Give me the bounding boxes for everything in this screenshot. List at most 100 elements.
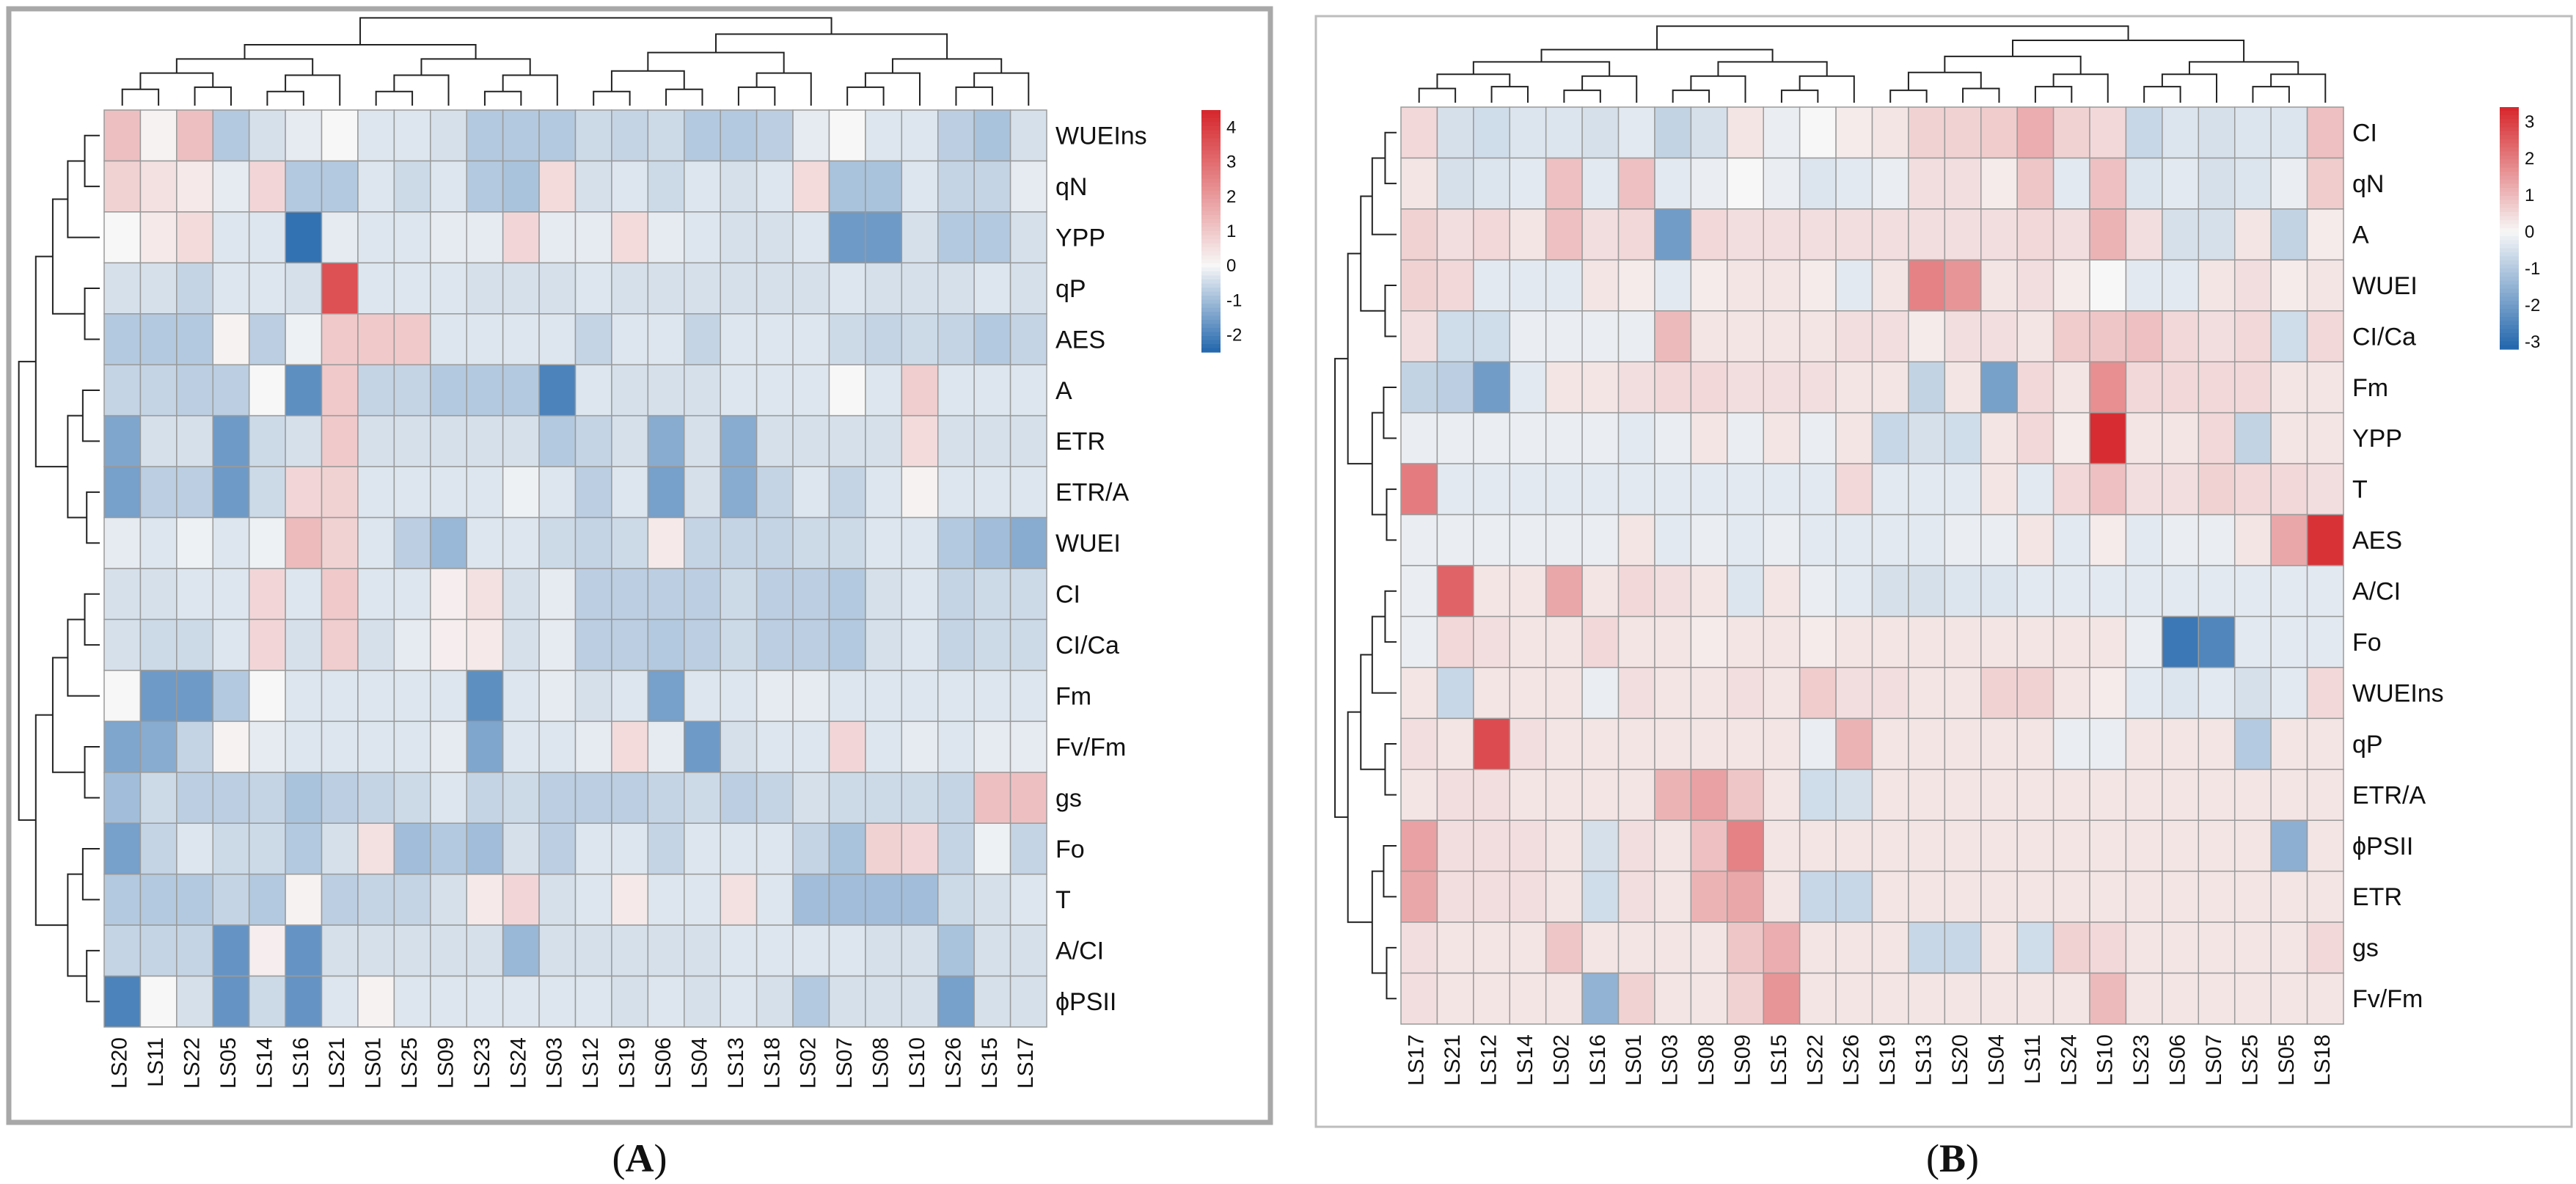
heatmap-b-cell	[1473, 565, 1511, 618]
heatmap-a-cell	[285, 822, 323, 875]
heatmap-b-colorbar-segment	[2500, 147, 2519, 153]
heatmap-b-colorbar-segment	[2500, 240, 2519, 245]
heatmap-a-cell	[647, 364, 685, 417]
heatmap-a-cell	[321, 313, 359, 365]
heatmap-a-row-label: Fo	[1055, 836, 1085, 863]
heatmap-a-cell	[611, 211, 649, 264]
heatmap-a-cell	[466, 313, 504, 365]
heatmap-a-cell	[828, 924, 866, 977]
heatmap-b-cell	[1835, 819, 1873, 872]
heatmap-b-cell	[1690, 412, 1728, 464]
heatmap-b-cell	[2125, 514, 2163, 566]
heatmap-b-cell	[1944, 972, 1982, 1025]
heatmap-a-cell	[502, 364, 540, 417]
heatmap-b-cell	[1908, 667, 1946, 720]
heatmap-b-cell	[1871, 565, 1909, 618]
heatmap-b-cell	[1473, 972, 1511, 1025]
heatmap-a-cell	[212, 466, 250, 519]
heatmap-b-cell	[2052, 514, 2090, 566]
heatmap-b-cell	[1980, 615, 2018, 668]
heatmap-a-cell	[792, 568, 830, 621]
heatmap-b-cell	[2125, 310, 2163, 362]
heatmap-a-cell	[176, 568, 214, 621]
heatmap-a-cell	[973, 670, 1011, 723]
heatmap-a-cell	[466, 924, 504, 977]
heatmap-a-column-dendrogram-link	[139, 72, 214, 89]
heatmap-a-cell	[792, 924, 830, 977]
heatmap-b-column-label: LS07	[2202, 1034, 2226, 1086]
heatmap-b-cell	[2016, 870, 2054, 923]
heatmap-a-cell	[103, 516, 142, 569]
heatmap-a-cell	[321, 516, 359, 569]
heatmap-b-cell	[1400, 157, 1438, 210]
heatmap-b-cell	[1581, 717, 1620, 770]
heatmap-a-cell	[502, 873, 540, 926]
heatmap-b-cell	[1980, 208, 2018, 261]
heatmap-a-cell	[139, 822, 178, 875]
heatmap-b-cell	[1473, 870, 1511, 923]
heatmap-a-colorbar-segment	[1201, 158, 1221, 164]
heatmap-a-cell	[574, 975, 612, 1028]
heatmap-a-row-label: gs	[1055, 784, 1082, 812]
heatmap-b-cell	[2306, 769, 2344, 821]
heatmap-a-cell	[792, 414, 830, 467]
heatmap-a-cell	[430, 262, 467, 315]
heatmap-a-colorbar-tick: 0	[1226, 256, 1236, 276]
heatmap-b-cell	[1654, 361, 1692, 414]
heatmap-a-row-dendrogram-link	[51, 198, 85, 315]
heatmap-b-cell	[1835, 157, 1873, 210]
heatmap-a-cell	[466, 109, 504, 162]
heatmap-a-row-dendrogram-link	[18, 360, 36, 821]
heatmap-a-cell	[574, 618, 612, 671]
heatmap-a-cell	[103, 466, 142, 519]
heatmap-a-cell	[212, 975, 250, 1028]
heatmap-b-cell	[2089, 615, 2127, 668]
heatmap-b-cell	[1908, 615, 1946, 668]
heatmap-a-row-label: Fm	[1055, 682, 1091, 710]
heatmap-b-cell	[1581, 514, 1620, 566]
heatmap-a-cell	[502, 313, 540, 365]
heatmap-b-colorbar-segment	[2500, 151, 2519, 156]
heatmap-b-cell	[2270, 157, 2308, 210]
heatmap-a-cell	[357, 822, 395, 875]
heatmap-a-cell	[393, 364, 431, 417]
heatmap-a-cell	[176, 364, 214, 417]
heatmap-a-cell	[574, 873, 612, 926]
heatmap-b-cell	[2089, 972, 2127, 1025]
heatmap-b-cell	[2270, 259, 2308, 312]
heatmap-b-column-dendrogram-link	[2252, 86, 2290, 103]
heatmap-b-cell	[1727, 259, 1764, 312]
heatmap-a-colorbar-segment	[1201, 267, 1221, 272]
heatmap-a-colorbar-segment	[1201, 247, 1221, 252]
heatmap-b-colorbar-segment	[2500, 309, 2519, 314]
heatmap-b-cell	[1871, 717, 1909, 770]
heatmap-b-cell	[1545, 870, 1583, 923]
heatmap-b-cell	[1436, 310, 1474, 362]
heatmap-b-cell	[1908, 769, 1946, 821]
heatmap-b-cell	[2198, 615, 2236, 668]
heatmap-b-cell	[1799, 717, 1837, 770]
heatmap-b-cell	[1400, 717, 1438, 770]
heatmap-a-cell	[901, 924, 939, 977]
heatmap-b-cell	[2089, 106, 2127, 159]
heatmap-b-colorbar-segment	[2500, 296, 2519, 302]
heatmap-b-colorbar-segment	[2500, 188, 2519, 193]
heatmap-a-cell	[321, 720, 359, 773]
heatmap-a-cell	[1009, 873, 1047, 926]
heatmap-a-cell	[574, 414, 612, 467]
heatmap-b-cell	[1835, 717, 1873, 770]
heatmap-a-cell	[755, 772, 794, 824]
heatmap-b-cell	[2198, 259, 2236, 312]
heatmap-a-cell	[139, 262, 178, 315]
heatmap-a-cell	[357, 211, 395, 264]
heatmap-a-cell	[720, 414, 758, 467]
heatmap-b-cell	[2306, 361, 2344, 414]
heatmap-a-cell	[720, 618, 758, 671]
heatmap-a-cell	[865, 720, 903, 773]
heatmap-b-cell	[1727, 769, 1764, 821]
heatmap-a-cell	[285, 211, 323, 264]
heatmap-b-cell	[1400, 310, 1438, 362]
heatmap-b-cell	[1871, 972, 1909, 1025]
heatmap-b-cell	[1436, 361, 1474, 414]
heatmap-b-cell	[2162, 972, 2200, 1025]
